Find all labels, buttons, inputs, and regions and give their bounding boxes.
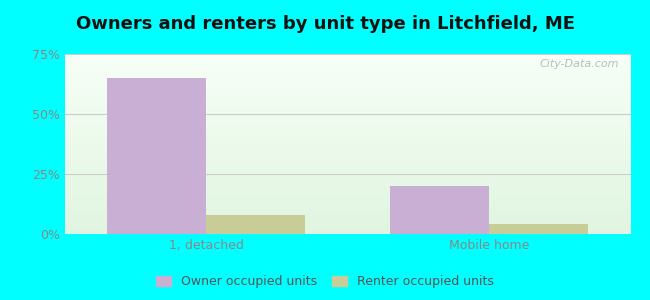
Bar <box>107 78 207 234</box>
Text: City-Data.com: City-Data.com <box>540 59 619 69</box>
Bar <box>390 186 489 234</box>
Legend: Owner occupied units, Renter occupied units: Owner occupied units, Renter occupied un… <box>153 273 497 291</box>
Text: Owners and renters by unit type in Litchfield, ME: Owners and renters by unit type in Litch… <box>75 15 575 33</box>
Bar <box>207 215 306 234</box>
Bar <box>489 224 588 234</box>
